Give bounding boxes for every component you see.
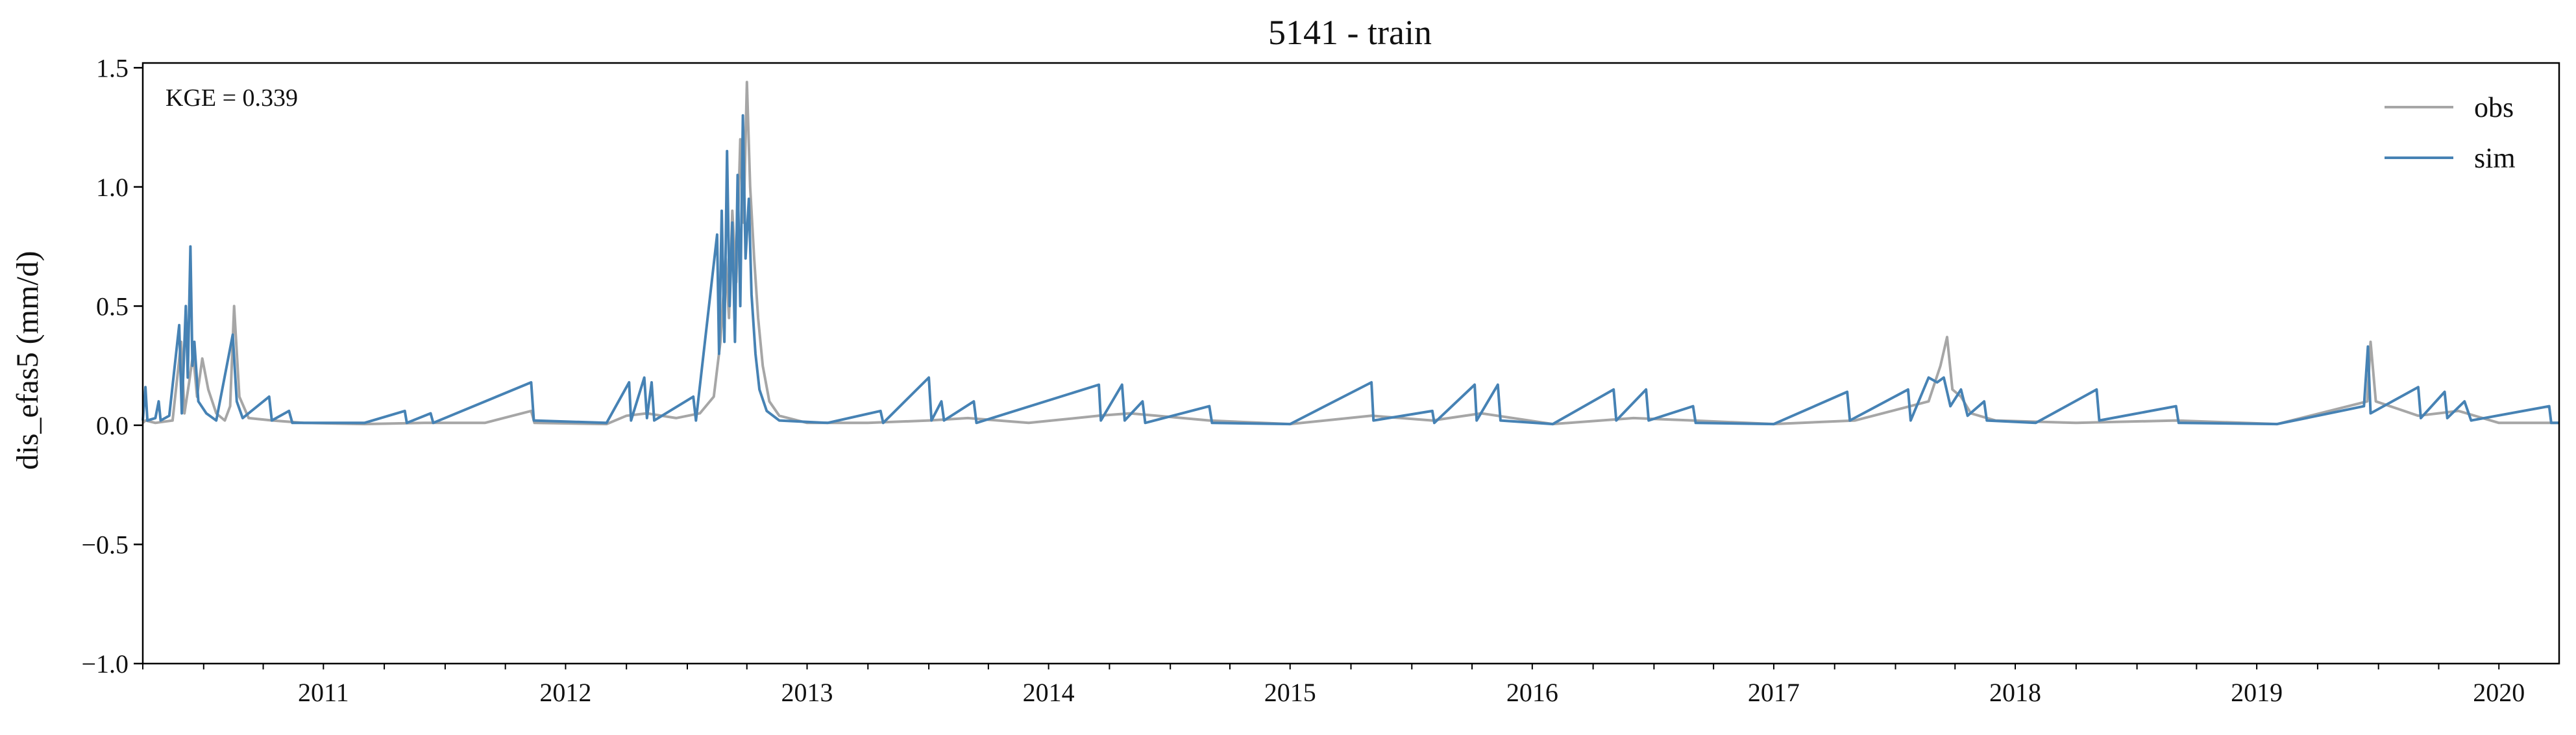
kge-annotation: KGE = 0.339 xyxy=(166,84,298,112)
legend-label-obs: obs xyxy=(2474,92,2514,123)
plot-frame xyxy=(141,62,2560,665)
y-axis-label: dis_efas5 (mm/d) xyxy=(10,251,45,469)
y-tick-label: −1.0 xyxy=(81,649,129,679)
y-tick-label: 1.5 xyxy=(96,53,129,82)
y-tick-label: 1.0 xyxy=(96,173,129,202)
axes: −1.0 −0.5 0.0 0.5 1.0 1.5 2011 2012 2013 2014 2015… xyxy=(81,53,2560,707)
x-tick-label: 2018 xyxy=(1989,678,2041,707)
series-line-obs xyxy=(141,81,2559,426)
chart-title: 5141 - train xyxy=(1268,13,1432,52)
x-tick-label: 2019 xyxy=(2231,678,2283,707)
x-tick-label: 2015 xyxy=(1264,678,1316,707)
legend-label-sim: sim xyxy=(2474,142,2516,174)
x-tick-label: 2012 xyxy=(539,678,591,707)
x-tick-label: 2017 xyxy=(1748,678,1800,707)
x-tick-label: 2013 xyxy=(781,678,833,707)
x-tick-label: 2016 xyxy=(1506,678,1558,707)
x-tick-label: 2020 xyxy=(2473,678,2525,707)
plot-area xyxy=(141,81,2559,426)
y-tick-label: 0.5 xyxy=(96,292,129,321)
series-line-sim xyxy=(141,114,2559,426)
y-tick-label: 0.0 xyxy=(96,411,129,440)
x-tick-label: 2011 xyxy=(298,678,349,707)
y-tick-label: −0.5 xyxy=(81,530,129,559)
x-tick-label: 2014 xyxy=(1023,678,1075,707)
legend: obs sim xyxy=(2385,92,2516,174)
